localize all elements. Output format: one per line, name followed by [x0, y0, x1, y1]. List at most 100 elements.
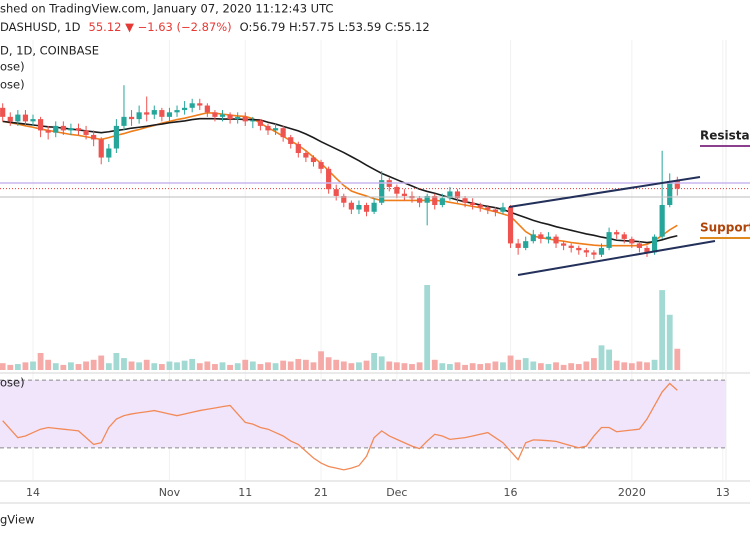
x-tick-label: 11	[238, 486, 252, 499]
volume-bar	[545, 364, 552, 370]
candle-body	[651, 236, 658, 253]
ohlc: O:56.79 H:57.75 L:53.59 C:55.12	[240, 20, 430, 34]
volume-bar	[83, 361, 89, 370]
volume-bar	[325, 357, 332, 370]
volume-bar	[0, 363, 6, 370]
plot: 14 Nov 11 21 Dec 16 2020 13	[0, 85, 750, 499]
volume-bar	[98, 355, 105, 370]
volume-bar	[310, 362, 317, 370]
volume-bar	[431, 359, 438, 370]
volume-bar	[454, 362, 461, 370]
volume-bar	[613, 360, 620, 370]
candle-body	[401, 193, 408, 196]
volume-bar	[492, 361, 499, 370]
volume-bar	[537, 363, 544, 370]
volume-bar	[575, 364, 582, 370]
volume-bar	[265, 362, 271, 370]
candle-body	[507, 207, 514, 244]
candle-body	[37, 119, 44, 131]
legend-entry: ose)	[0, 78, 25, 92]
footer: gView	[0, 513, 35, 527]
candle-body	[182, 107, 188, 111]
candle-body	[68, 128, 74, 131]
candle-body	[45, 130, 51, 133]
volume-bar	[416, 362, 423, 370]
volume-bar	[90, 359, 97, 370]
candle-body	[75, 128, 82, 131]
volume-bar	[60, 364, 67, 370]
volume-bar	[166, 361, 173, 370]
volume-bar	[181, 360, 188, 370]
volume-bar	[204, 361, 211, 370]
x-tick-label: 13	[716, 486, 730, 499]
candle-body	[242, 116, 248, 122]
candle-body	[30, 119, 36, 122]
volume-bar	[515, 359, 522, 370]
volume-bar	[386, 361, 393, 370]
volume-bar	[295, 358, 302, 370]
candle-body	[15, 114, 21, 122]
volume-bar	[462, 364, 468, 370]
volume-bar	[469, 363, 476, 370]
candle-body	[280, 128, 286, 138]
candle-body	[477, 205, 483, 208]
volume-bar	[333, 359, 340, 370]
candle-body	[189, 103, 195, 108]
candle-body	[295, 143, 301, 154]
header-line: shed on TradingView.com, January 07, 202…	[0, 2, 333, 16]
volume-bar	[219, 362, 226, 370]
candle-body	[636, 243, 643, 248]
trend-line	[508, 176, 701, 208]
candle-body	[159, 110, 165, 117]
candle-body	[128, 116, 135, 120]
volume-bar	[363, 360, 370, 370]
candle-body	[667, 181, 673, 205]
candle-body	[576, 247, 582, 251]
candle-body	[432, 195, 438, 205]
volume-bar	[606, 349, 612, 370]
volume-bar	[636, 361, 643, 370]
volume-bar	[500, 362, 506, 370]
volume-bar	[439, 363, 446, 370]
candle-body	[326, 168, 332, 190]
trend-line	[517, 240, 716, 276]
candle-body	[492, 209, 498, 212]
candle-body	[219, 114, 226, 117]
symbol: DASHUSD, 1D	[0, 20, 81, 34]
candle-body	[591, 252, 597, 255]
volume-bar	[477, 364, 484, 370]
candle-body	[257, 120, 264, 126]
volume-bar	[409, 364, 415, 370]
candle-body	[454, 191, 461, 199]
candle-body	[561, 243, 567, 246]
volume-bar	[340, 361, 347, 370]
volume-bar	[287, 361, 294, 370]
volume-bar	[302, 359, 309, 370]
candle-body	[470, 202, 476, 205]
annotation: Resistan	[700, 129, 750, 143]
volume-bar	[356, 362, 362, 370]
candle-body	[598, 247, 605, 255]
candle-body	[212, 112, 218, 117]
volume-bar	[591, 358, 597, 370]
candle-body	[394, 186, 400, 194]
volume-bar	[151, 363, 158, 370]
volume-bar	[234, 363, 241, 370]
volume-bar	[666, 314, 673, 370]
candle-body	[371, 202, 377, 212]
candle-body	[538, 234, 544, 239]
x-tick-label: 21	[314, 486, 328, 499]
volume-bar	[121, 358, 127, 370]
volume-bar	[113, 353, 120, 370]
candle-body	[121, 116, 127, 126]
candle-body	[204, 105, 210, 113]
volume-bar	[659, 290, 666, 370]
volume-bar	[68, 362, 74, 370]
candle-body	[318, 162, 324, 169]
candle-body	[235, 116, 241, 120]
volume-bar	[136, 362, 143, 370]
candle-body	[98, 139, 104, 158]
rsi-band	[0, 380, 726, 448]
volume-bar	[75, 364, 82, 370]
